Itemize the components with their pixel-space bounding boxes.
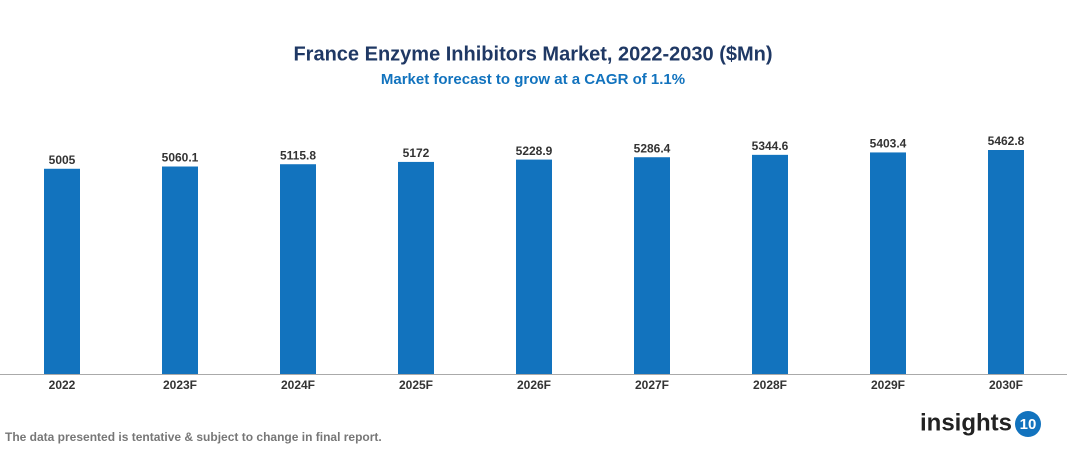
bar bbox=[398, 161, 434, 374]
logo-text: insights bbox=[920, 409, 1012, 436]
footer-note: The data presented is tentative & subjec… bbox=[5, 430, 382, 444]
bar bbox=[752, 154, 788, 374]
chart-subtitle: Market forecast to grow at a CAGR of 1.1… bbox=[381, 71, 685, 88]
value-label: 5115.8 bbox=[280, 148, 316, 162]
x-tick-label: 2022 bbox=[49, 378, 76, 392]
logo-badge bbox=[1015, 411, 1041, 437]
value-label: 5005 bbox=[49, 153, 76, 167]
x-tick-label: 2026F bbox=[517, 378, 551, 392]
value-label: 5172 bbox=[403, 146, 430, 160]
x-tick-label: 2027F bbox=[635, 378, 669, 392]
value-label: 5228.9 bbox=[516, 144, 553, 158]
value-label: 5060.1 bbox=[162, 151, 199, 165]
chart-title: France Enzyme Inhibitors Market, 2022-20… bbox=[293, 43, 772, 65]
x-tick-label: 2029F bbox=[871, 378, 905, 392]
bar bbox=[162, 166, 198, 374]
bar bbox=[634, 157, 670, 374]
x-tick-label: 2024F bbox=[281, 378, 315, 392]
value-label: 5403.4 bbox=[870, 137, 907, 151]
bar bbox=[280, 164, 316, 374]
logo-badge-text: 10 bbox=[1020, 416, 1037, 433]
value-label: 5462.8 bbox=[988, 134, 1025, 148]
value-label: 5286.4 bbox=[634, 141, 671, 155]
x-tick-label: 2025F bbox=[399, 378, 433, 392]
bar bbox=[988, 150, 1024, 374]
bar bbox=[44, 168, 80, 374]
bar bbox=[516, 159, 552, 374]
bar bbox=[870, 152, 906, 374]
x-tick-label: 2023F bbox=[163, 378, 197, 392]
value-label: 5344.6 bbox=[752, 139, 789, 153]
x-tick-label: 2028F bbox=[753, 378, 787, 392]
x-tick-label: 2030F bbox=[989, 378, 1023, 392]
